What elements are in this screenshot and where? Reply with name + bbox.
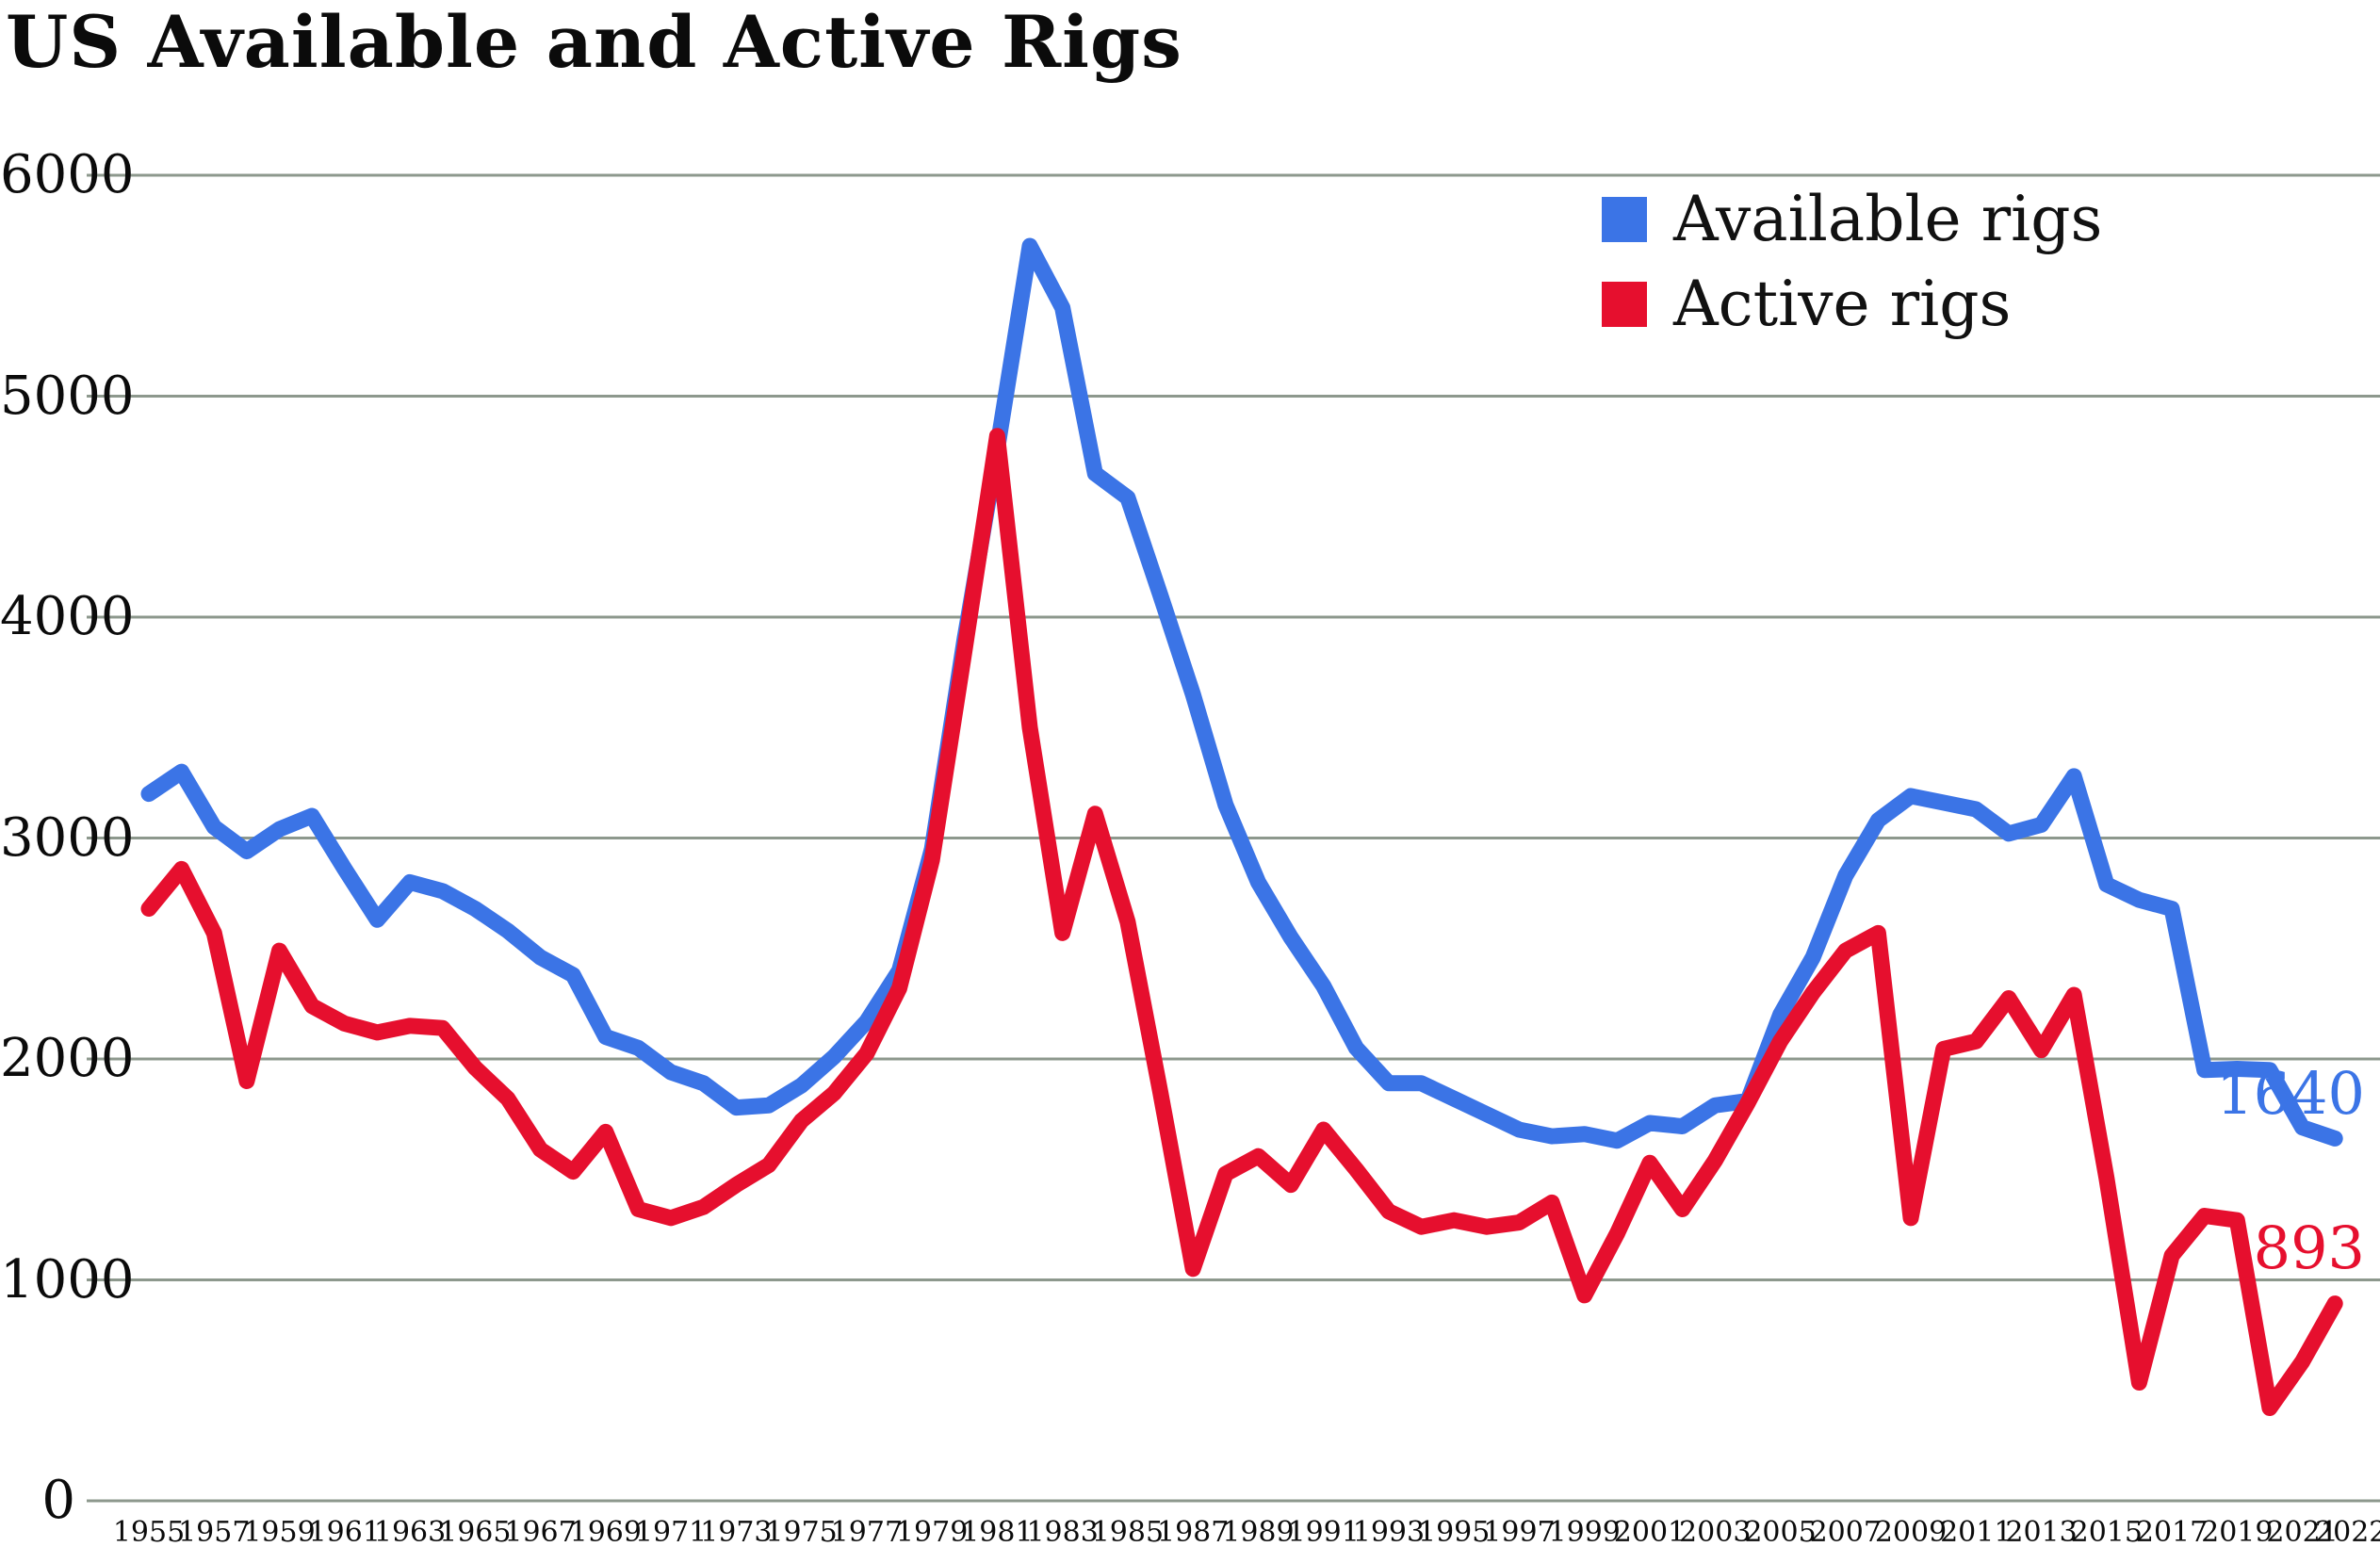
series-line-available-rigs [140, 237, 2343, 1149]
legend-item: Active rigs [1602, 273, 2102, 335]
x-tick-label-1971: 1971 [634, 1516, 708, 1549]
x-tick-label-2007: 2007 [1809, 1516, 1882, 1549]
chart-title: US Available and Active Rigs [6, 0, 1182, 84]
x-tick-label-1969: 1969 [569, 1516, 642, 1549]
series-line-active-rigs [140, 428, 2343, 1417]
legend-item: Available rigs [1602, 188, 2102, 251]
x-tick-label-1989: 1989 [1222, 1516, 1295, 1549]
x-tick-label-2021: 2021 [2266, 1516, 2339, 1549]
legend-swatch-icon [1602, 197, 1647, 242]
x-tick-label-1999: 1999 [1548, 1516, 1621, 1549]
y-tick-label-2000: 2000 [0, 1028, 135, 1089]
x-tick-label-1955: 1955 [112, 1516, 186, 1549]
y-tick-label-6000: 6000 [0, 144, 135, 205]
x-tick-label-1997: 1997 [1483, 1516, 1556, 1549]
x-tick-label-2013: 2013 [2005, 1516, 2078, 1549]
x-tick-label-2005: 2005 [1744, 1516, 1817, 1549]
x-tick-label-2019: 2019 [2201, 1516, 2274, 1549]
y-tick-label-3000: 3000 [0, 806, 135, 869]
legend-label: Active rigs [1673, 268, 2012, 340]
x-tick-label-1995: 1995 [1418, 1516, 1491, 1549]
x-tick-label-1957: 1957 [178, 1516, 251, 1549]
x-tick-label-2022: 2022 [2315, 1516, 2380, 1549]
x-tick-label-2003: 2003 [1679, 1516, 1752, 1549]
end-value-label-active-rigs: 893 [2253, 1213, 2365, 1282]
x-tick-label-1973: 1973 [700, 1516, 773, 1549]
x-tick-label-1963: 1963 [373, 1516, 447, 1549]
y-tick-label-0: 0 [41, 1470, 75, 1531]
x-tick-label-1959: 1959 [243, 1516, 316, 1549]
legend-label: Available rigs [1673, 183, 2103, 255]
y-tick-label-1000: 1000 [0, 1248, 135, 1311]
end-value-label-available-rigs: 1640 [2216, 1059, 2365, 1129]
x-tick-label-2001: 2001 [1613, 1516, 1687, 1549]
x-tick-label-1965: 1965 [439, 1516, 512, 1549]
x-tick-label-2017: 2017 [2135, 1516, 2209, 1549]
x-tick-label-1977: 1977 [830, 1516, 904, 1549]
x-tick-label-1975: 1975 [765, 1516, 838, 1549]
x-tick-label-1991: 1991 [1287, 1516, 1360, 1549]
x-tick-label-1993: 1993 [1352, 1516, 1426, 1549]
x-tick-label-1979: 1979 [895, 1516, 969, 1549]
y-tick-label-5000: 5000 [0, 365, 135, 427]
x-tick-label-1981: 1981 [961, 1516, 1034, 1549]
legend: Available rigs Active rigs [1602, 188, 2102, 358]
x-tick-label-2009: 2009 [1874, 1516, 1948, 1549]
x-tick-label-1983: 1983 [1026, 1516, 1099, 1549]
x-tick-label-1967: 1967 [504, 1516, 577, 1549]
x-tick-label-2011: 2011 [1940, 1516, 2013, 1549]
legend-swatch-icon [1602, 282, 1647, 327]
x-tick-label-1961: 1961 [308, 1516, 381, 1549]
y-tick-label-4000: 4000 [0, 586, 135, 647]
x-tick-label-1987: 1987 [1156, 1516, 1230, 1549]
x-tick-label-2015: 2015 [2070, 1516, 2143, 1549]
x-tick-label-1985: 1985 [1091, 1516, 1165, 1549]
